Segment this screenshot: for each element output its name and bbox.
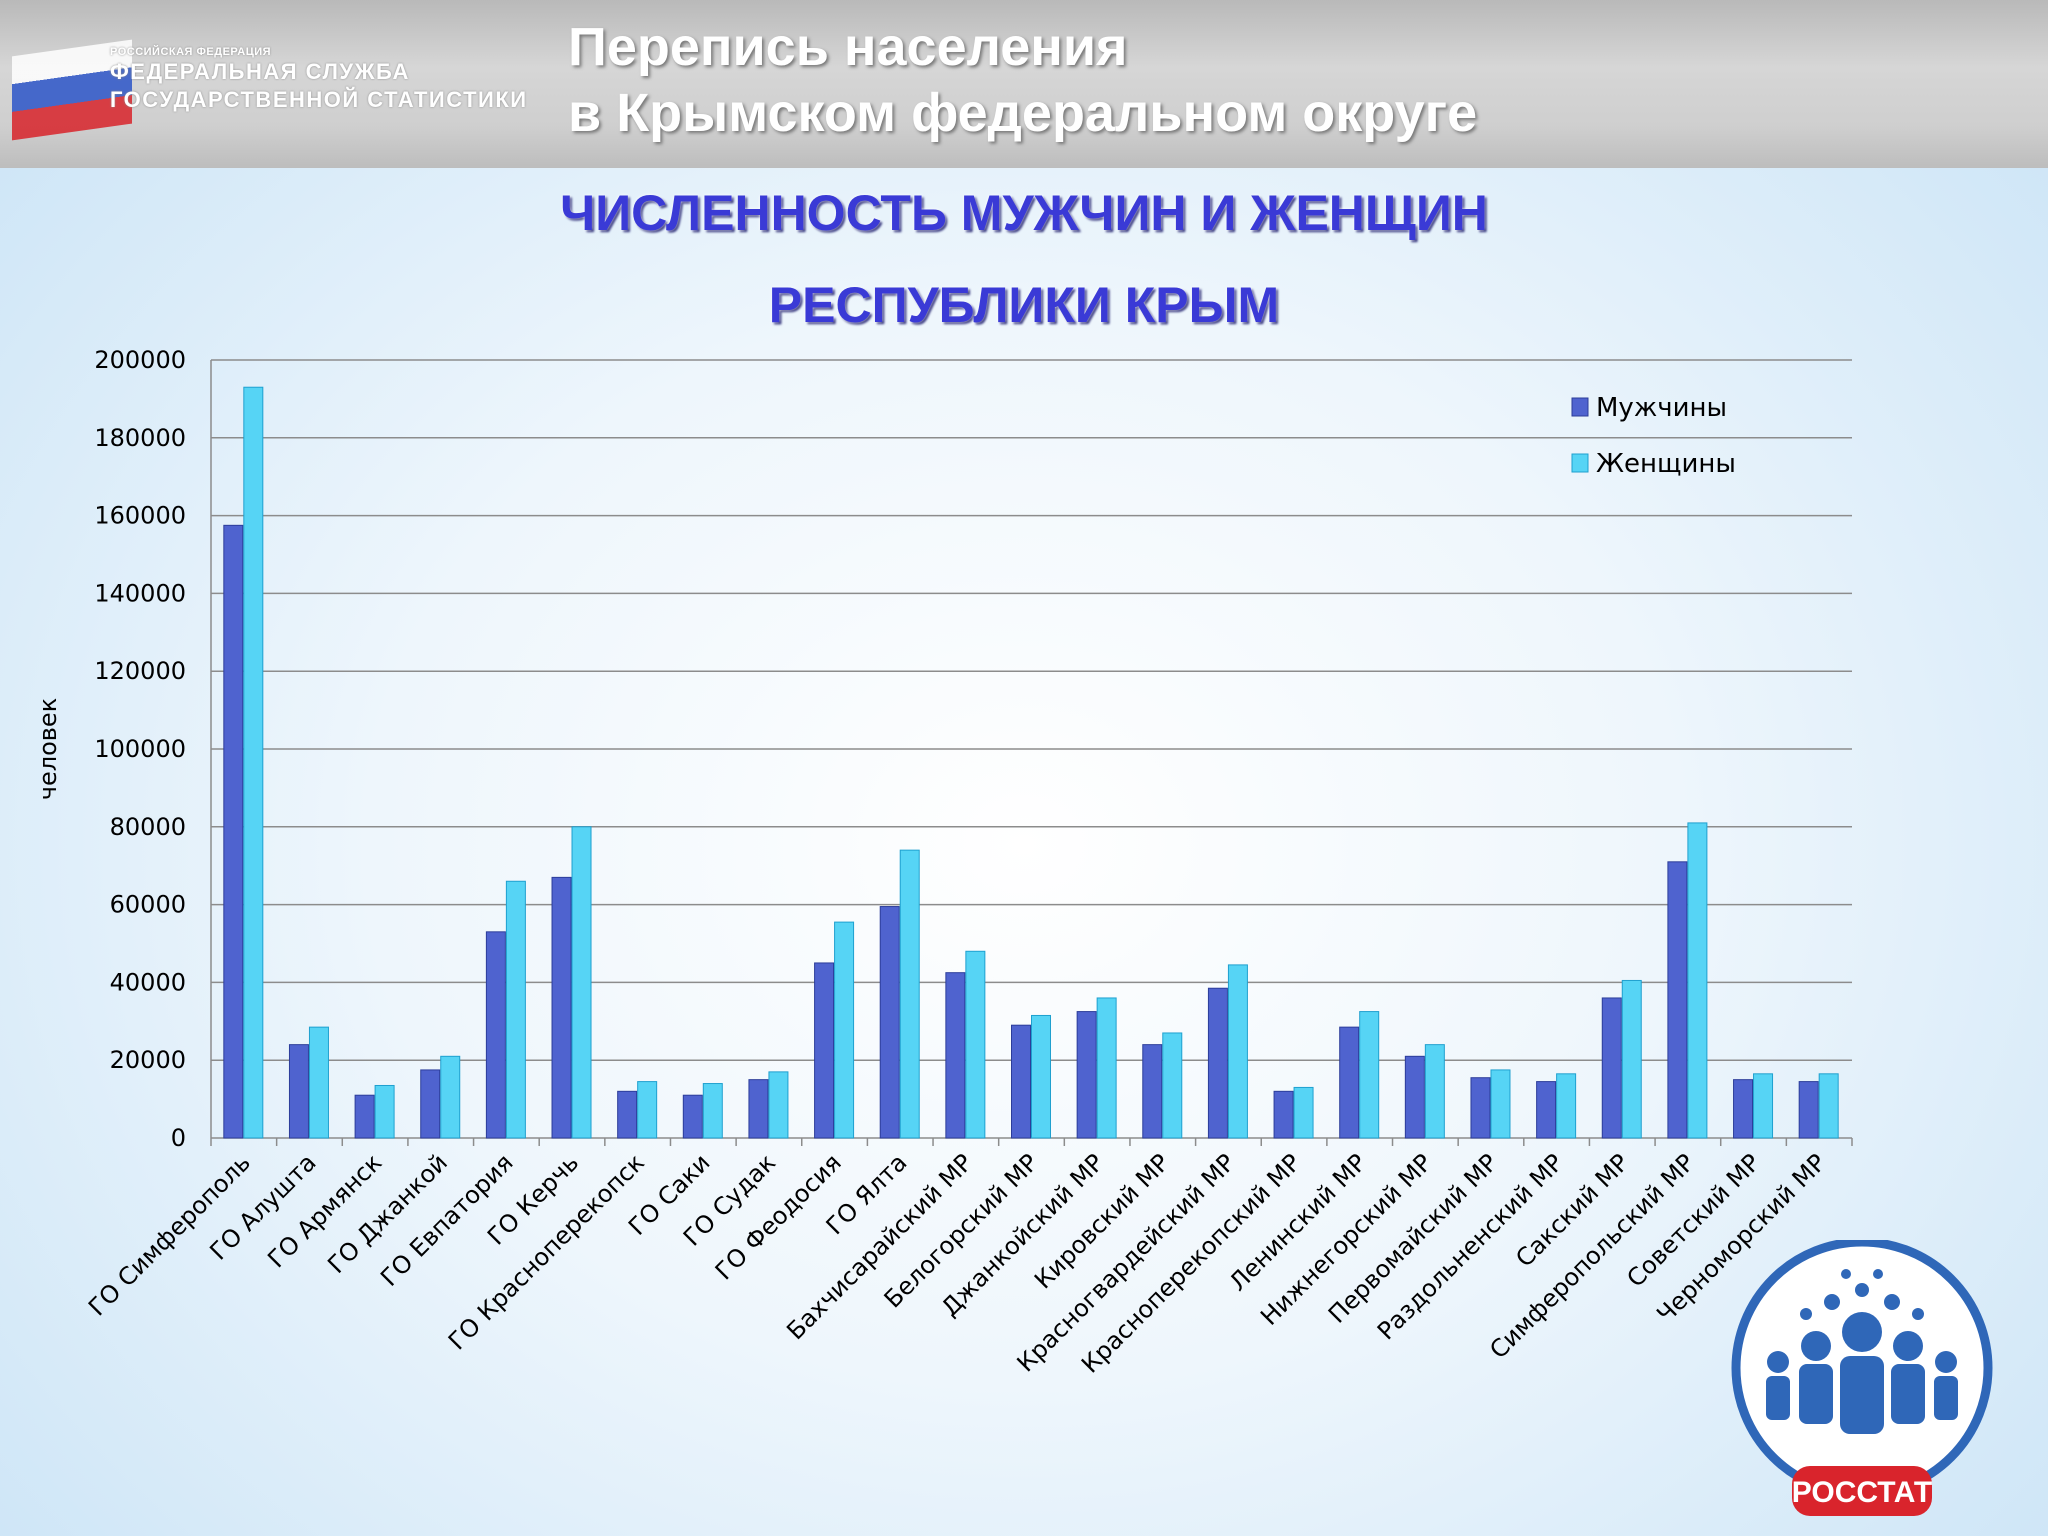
bar-women [308, 1026, 329, 1139]
bar-women [1687, 822, 1708, 1139]
y-tick-label: 160000 [94, 502, 186, 530]
bar-women [440, 1055, 461, 1139]
bar-men [1011, 1024, 1031, 1139]
bar-women [1818, 1073, 1839, 1139]
bar-women [1162, 1032, 1183, 1139]
bar-men [748, 1079, 769, 1139]
bar-women [834, 921, 855, 1139]
bar-men [879, 906, 900, 1139]
bar-women [1096, 997, 1117, 1139]
bar-men [223, 524, 244, 1139]
logo-badge [1792, 1466, 1932, 1516]
bar-men [1798, 1081, 1819, 1139]
x-tick-label: Сакский МР [1510, 1148, 1634, 1272]
bar-women [505, 880, 526, 1139]
census-title-line-2: в Крымском федеральном округе [568, 83, 1478, 143]
header-banner: РОССИЙСКАЯ ФЕДЕРАЦИЯ ФЕДЕРАЛЬНАЯ СЛУЖБА … [0, 0, 2048, 168]
bar-men [420, 1069, 441, 1139]
y-tick-label: 200000 [94, 346, 186, 374]
legend-swatch-men [1571, 397, 1589, 417]
agency-line-1: ФЕДЕРАЛЬНАЯ СЛУЖБА [110, 59, 410, 84]
bar-men [682, 1094, 703, 1139]
bar-women [1031, 1014, 1051, 1139]
bar-women [1621, 979, 1642, 1139]
bar-men [1667, 861, 1688, 1139]
bar-men [1207, 987, 1228, 1139]
bar-men [814, 962, 835, 1139]
bar-women [1556, 1073, 1577, 1139]
y-tick-label: 120000 [94, 657, 186, 685]
y-tick-label: 40000 [110, 968, 186, 996]
bar-women [243, 386, 264, 1139]
chart-title-line-2: РЕСПУБЛИКИ КРЫМ [768, 277, 1280, 333]
bar-women [637, 1081, 658, 1139]
bar-men [1076, 1011, 1097, 1139]
census-title: Перепись населения в Крымском федерально… [568, 14, 1477, 146]
y-tick-label: 180000 [94, 424, 186, 452]
chart-title-line-1: ЧИСЛЕННОСТЬ МУЖЧИН И ЖЕНЩИН [560, 185, 1488, 241]
bar-men [288, 1044, 309, 1139]
y-tick-label: 20000 [110, 1046, 186, 1074]
bar-women [571, 826, 592, 1139]
bar-women [965, 950, 986, 1139]
y-tick-label: 0 [171, 1124, 186, 1152]
x-tick-label: ГО Армянск [262, 1148, 387, 1273]
bar-men [1733, 1079, 1754, 1139]
agency-line-2: ГОСУДАРСТВЕННОЙ СТАТИСТИКИ [110, 87, 528, 112]
rosstat-people-icon [1766, 1269, 1958, 1434]
agency-name: РОССИЙСКАЯ ФЕДЕРАЦИЯ ФЕДЕРАЛЬНАЯ СЛУЖБА … [110, 46, 528, 114]
bar-women [899, 849, 920, 1139]
bar-men [1142, 1044, 1163, 1139]
bar-women [1359, 1011, 1380, 1139]
bar-men [945, 972, 966, 1139]
logo-text: РОССТАТ [1792, 1476, 1932, 1509]
bar-men [551, 876, 572, 1139]
bar-women [1293, 1086, 1314, 1139]
y-tick-label: 140000 [94, 579, 186, 607]
y-tick-label: 80000 [110, 813, 186, 841]
agency-small-text: РОССИЙСКАЯ ФЕДЕРАЦИЯ [110, 46, 272, 58]
bar-women [702, 1083, 723, 1139]
legend-label-women: Женщины [1596, 449, 1736, 479]
y-tick-label: 100000 [94, 735, 186, 763]
bar-men [354, 1094, 375, 1139]
legend-swatch-women [1571, 453, 1589, 473]
bar-men [1601, 997, 1622, 1139]
bar-men [485, 931, 506, 1139]
bar-women [1753, 1073, 1774, 1139]
bar-women [768, 1071, 789, 1139]
bar-women [374, 1084, 395, 1139]
legend-label-men: Мужчины [1596, 393, 1727, 423]
bar-women [1490, 1069, 1511, 1139]
y-axis-label: человек [34, 698, 62, 800]
bar-women [1227, 964, 1248, 1139]
y-tick-label: 60000 [110, 891, 186, 919]
bar-men [1273, 1090, 1294, 1139]
rosstat-logo: РОССТАТ [1731, 1240, 1993, 1516]
bar-men [1339, 1026, 1360, 1139]
bar-men [1536, 1081, 1557, 1139]
bar-men [1404, 1055, 1425, 1139]
bar-men [617, 1090, 638, 1139]
bar-women [1424, 1044, 1445, 1139]
census-title-line-1: Перепись населения [568, 17, 1128, 77]
bar-men [1470, 1077, 1491, 1139]
